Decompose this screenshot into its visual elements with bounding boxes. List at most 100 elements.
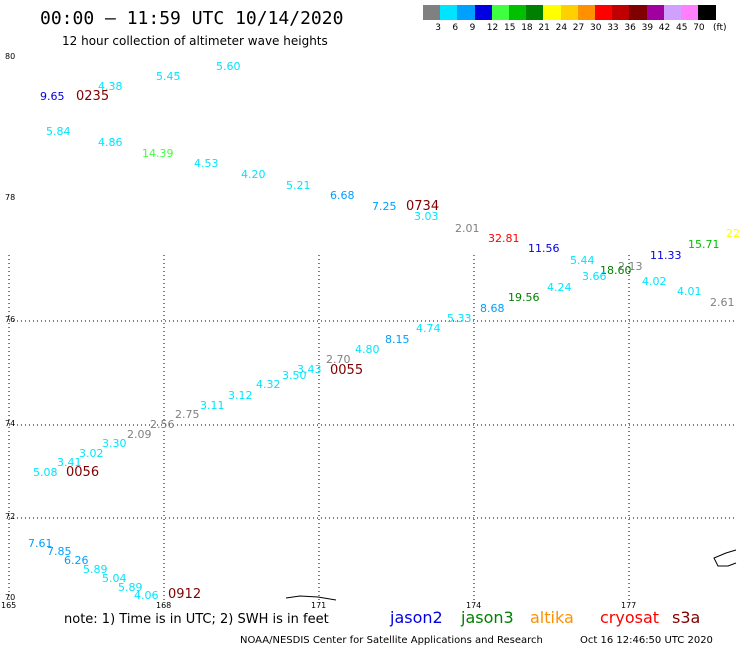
wave-height-label: 6.68 <box>330 189 355 202</box>
satellite-s3a: s3a <box>672 608 701 627</box>
wave-height-label: 4.53 <box>194 157 219 170</box>
legend-label: 42 <box>658 23 671 33</box>
wave-height-label: 9.65 <box>40 90 65 103</box>
wave-height-label: 19.56 <box>508 291 540 304</box>
wave-height-label: 3.03 <box>414 210 439 223</box>
legend-label: 3 <box>435 23 441 33</box>
wave-height-label: 4.80 <box>355 343 380 356</box>
legend-label: 6 <box>452 23 459 33</box>
wave-height-label: 2.01 <box>455 222 480 235</box>
legend-label: 70 <box>693 23 705 33</box>
wave-height-label: 4.20 <box>241 168 266 181</box>
wave-height-label: 5.84 <box>46 125 71 138</box>
wave-height-label: 5.89 <box>83 563 108 576</box>
legend-swatch <box>663 5 682 20</box>
lat-label-76: 76 <box>5 315 16 324</box>
wave-height-label: 3.43 <box>297 363 322 376</box>
wave-height-label: 3.12 <box>228 389 253 402</box>
legend-swatch <box>595 5 613 20</box>
lat-label-74: 74 <box>5 419 16 428</box>
lat-label-80: 80 <box>5 52 16 61</box>
wave-height-label: 4.32 <box>256 378 281 391</box>
wave-height-label: 2.70 <box>326 353 351 366</box>
wave-height-label: 5.89 <box>118 581 143 594</box>
wave-height-label: 7.85 <box>47 545 72 558</box>
wave-height-label: 18.60 <box>600 264 632 277</box>
legend-label: 12 <box>486 23 499 33</box>
legend-label: 33 <box>607 23 619 33</box>
legend-label: 9 <box>469 23 476 33</box>
wave-height-label: 5.21 <box>286 179 311 192</box>
wave-height-label: 6.26 <box>64 554 89 567</box>
wave-height-label: 32.81 <box>488 232 520 245</box>
wave-height-label: 8.68 <box>480 302 505 315</box>
coastline <box>285 595 337 601</box>
legend-swatch <box>612 5 630 20</box>
wave-height-label: 11.33 <box>650 249 682 262</box>
wave-height-label: 2.75 <box>175 408 200 421</box>
legend-swatch <box>509 5 527 20</box>
credit-line: NOAA/NESDIS Center for Satellite Applica… <box>240 635 543 646</box>
legend-swatch <box>423 5 441 20</box>
wave-height-label: 8.15 <box>385 333 410 346</box>
wave-height-label: 2.61 <box>710 296 735 309</box>
legend-swatch <box>440 5 458 20</box>
coastline-east <box>713 549 737 567</box>
legend-swatch <box>491 5 510 20</box>
legend-swatch <box>646 5 665 20</box>
lat-label-72: 72 <box>5 512 16 521</box>
wave-height-label: 4.74 <box>416 322 441 335</box>
lon-label-168: 168 <box>156 601 172 610</box>
legend-swatch <box>681 5 699 20</box>
lat-label-70: 70 <box>5 593 16 602</box>
wave-height-label: 15.71 <box>688 238 720 251</box>
legend-swatch <box>560 5 579 20</box>
wave-height-label: 4.01 <box>677 285 702 298</box>
satellite-jason3: jason3 <box>461 608 514 627</box>
legend-swatch <box>577 5 596 20</box>
legend-swatch <box>474 5 493 20</box>
wave-height-label: 7.25 <box>372 200 397 213</box>
wave-height-label: 4.24 <box>547 281 572 294</box>
wave-height-label: 7.61 <box>28 537 53 550</box>
wave-height-label: 5.08 <box>33 466 58 479</box>
satellite-jason2: jason2 <box>390 608 443 627</box>
legend-label: 21 <box>538 23 550 33</box>
legend-swatch <box>543 5 562 20</box>
legend-label: 36 <box>624 23 636 33</box>
wave-height-label: 5.45 <box>156 70 181 83</box>
track-time-label: 0056 <box>66 465 100 480</box>
wave-height-label: 3.50 <box>282 369 307 382</box>
wave-height-label: 22 <box>726 227 740 240</box>
wave-height-label: 3.02 <box>79 447 104 460</box>
legend-label: 18 <box>521 23 533 33</box>
wave-height-label: 3.66 <box>582 270 607 283</box>
track-time-label: 0912 <box>168 587 202 602</box>
wave-height-label: 3.30 <box>102 437 127 450</box>
wave-height-label: 4.38 <box>98 80 123 93</box>
legend-label: 39 <box>641 23 654 33</box>
legend-swatch <box>457 5 476 20</box>
generated-timestamp: Oct 16 12:46:50 UTC 2020 <box>580 635 713 646</box>
legend-label: 30 <box>590 23 602 33</box>
legend-label: 45 <box>676 23 688 33</box>
wave-height-label: 4.06 <box>134 589 159 602</box>
wave-height-label: 2.09 <box>127 428 152 441</box>
satellite-cryosat: cryosat <box>600 608 660 627</box>
satellite-altika: altika <box>530 608 574 627</box>
wave-height-label: 11.56 <box>528 242 560 255</box>
track-time-label: 0235 <box>76 89 110 104</box>
wave-height-label: 4.86 <box>98 136 123 149</box>
wave-height-label: 5.33 <box>447 312 472 325</box>
wave-height-label: 5.44 <box>570 254 595 267</box>
legend-swatch <box>526 5 544 20</box>
legend-unit: (ft) <box>713 23 727 33</box>
lon-label-174: 174 <box>466 601 482 610</box>
legend-label: 27 <box>572 23 585 33</box>
legend-swatch <box>698 5 716 20</box>
legend-label: 24 <box>555 23 568 33</box>
legend-swatch <box>629 5 648 20</box>
page-title: 00:00 – 11:59 UTC 10/14/2020 <box>40 8 344 29</box>
wave-height-label: 3.11 <box>200 399 225 412</box>
